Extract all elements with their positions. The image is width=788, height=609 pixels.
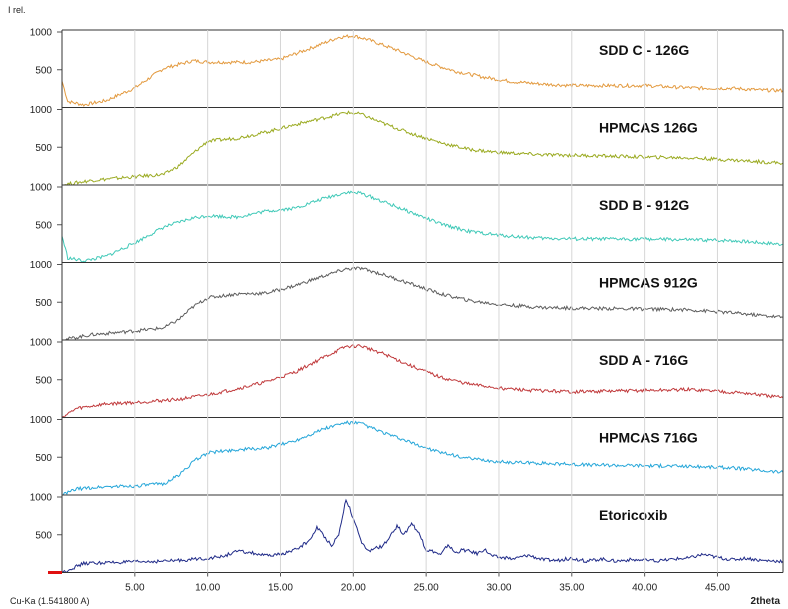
panel: 1000 500 HPMCAS 716G [30, 415, 784, 496]
y-axis-title: I rel. [8, 5, 26, 15]
x-tick-label: 5.00 [125, 583, 145, 594]
x-tick-label: 15.00 [268, 583, 293, 594]
y-tick-label: 1000 [30, 260, 53, 271]
x-tick-label: 40.00 [632, 583, 657, 594]
y-tick-label: 500 [35, 375, 52, 386]
y-tick-label: 1000 [30, 415, 53, 426]
x-tick-labels: 5.00 10.00 15.00 20.00 25.00 30.00 35.00 40.00 4… [125, 572, 730, 594]
x-tick-label: 25.00 [414, 583, 439, 594]
x-gridlines [134, 30, 718, 573]
x-tick-label: 45.00 [705, 583, 730, 594]
y-tick-label: 500 [35, 530, 52, 541]
panel: 1000 500 HPMCAS 912G [30, 260, 784, 341]
series-line [62, 110, 784, 186]
series-line [61, 498, 784, 573]
x-tick-label: 30.00 [486, 583, 511, 594]
series-line [61, 34, 784, 107]
series-label: HPMCAS 126G [599, 120, 698, 136]
panel: 1000 500 Etoricoxib [30, 493, 784, 573]
radiation-label: Cu-Ka (1.541800 A) [10, 596, 90, 606]
y-tick-label: 1000 [30, 183, 53, 194]
panel: 1000 500 SDD A - 716G [30, 338, 784, 419]
x-tick-label: 20.00 [341, 583, 366, 594]
y-tick-label: 500 [35, 143, 52, 154]
series-label: HPMCAS 716G [599, 430, 698, 446]
y-tick-label: 1000 [30, 493, 53, 504]
y-tick-label: 500 [35, 453, 52, 464]
x-axis-title: 2theta [751, 596, 781, 607]
y-tick-label: 500 [35, 298, 52, 309]
series-line [61, 343, 784, 419]
series-line [62, 420, 784, 496]
series-label: Etoricoxib [599, 507, 667, 523]
x-tick-label: 35.00 [559, 583, 584, 594]
y-tick-label: 500 [35, 220, 52, 231]
y-tick-label: 500 [35, 65, 52, 76]
series-label: SDD A - 716G [599, 352, 688, 368]
y-tick-label: 1000 [30, 338, 53, 349]
x-tick-label: 10.00 [195, 583, 220, 594]
series-line [62, 266, 784, 341]
panel: 1000 500 HPMCAS 126G [30, 105, 784, 186]
y-tick-label: 1000 [30, 105, 53, 116]
y-tick-label: 1000 [30, 28, 53, 39]
series-label: HPMCAS 912G [599, 275, 698, 291]
series-line [61, 190, 784, 263]
